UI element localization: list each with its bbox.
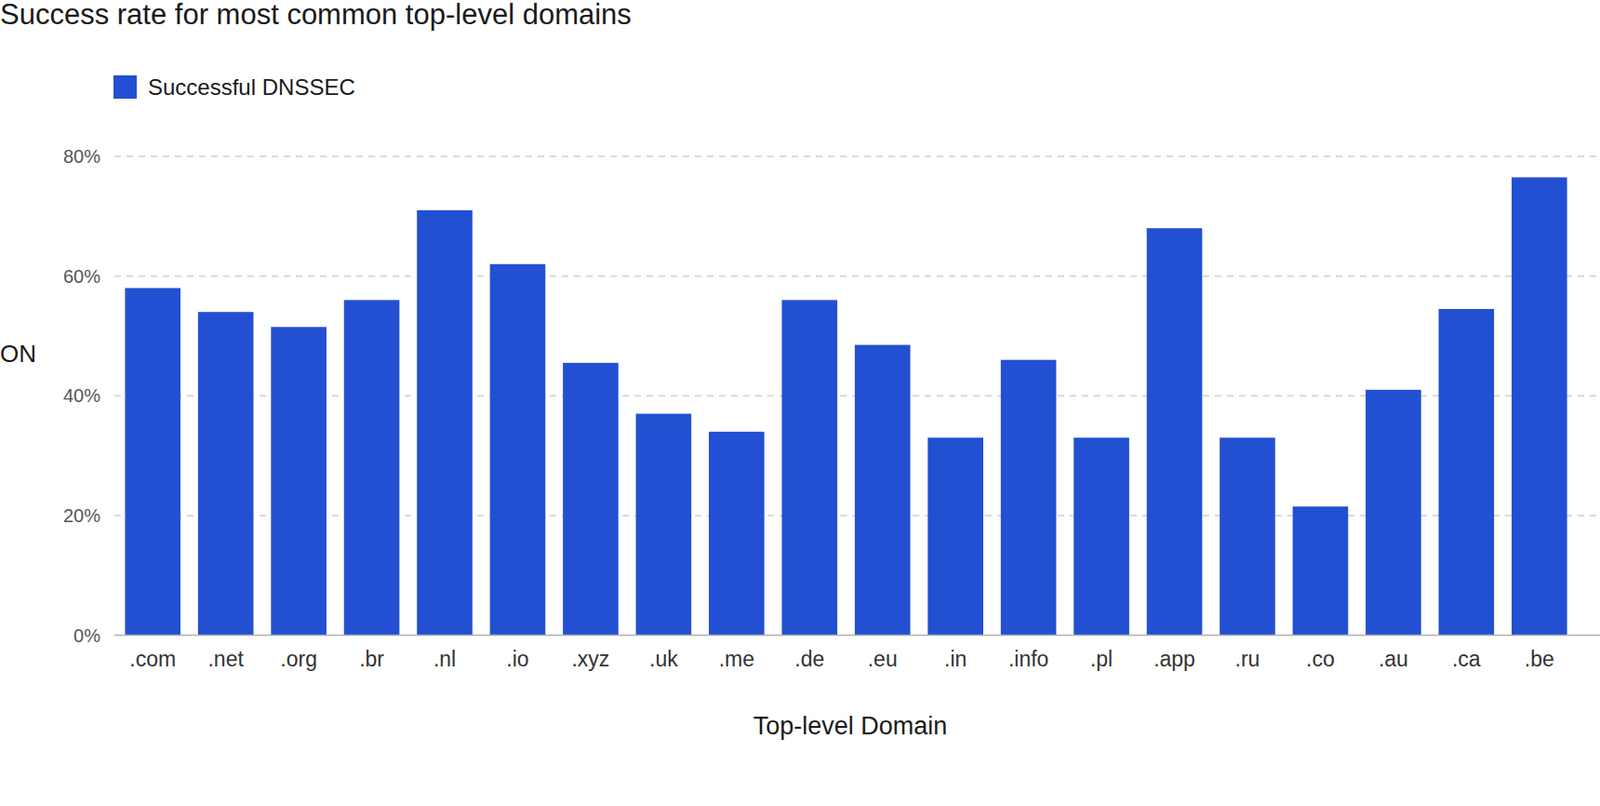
- x-tick-label: .app: [1153, 646, 1196, 671]
- x-axis-label: Top-level Domain: [753, 711, 948, 740]
- bar: [927, 437, 984, 635]
- bar: [344, 299, 400, 635]
- x-tick-label: .de: [794, 646, 825, 671]
- x-tick-label: .ru: [1235, 646, 1261, 671]
- x-tick-label: .be: [1524, 646, 1555, 671]
- x-tick-label: .net: [207, 646, 244, 671]
- bar: [1439, 308, 1495, 636]
- bar: [1146, 227, 1203, 635]
- x-tick-label: .org: [280, 646, 318, 671]
- y-tick-label: 80%: [63, 146, 101, 167]
- x-tick-label: .pl: [1090, 646, 1113, 671]
- x-tick-label: .info: [1008, 646, 1049, 671]
- x-tick-label: .nl: [433, 646, 456, 671]
- grid-line: [114, 275, 1600, 278]
- bar: [490, 264, 547, 636]
- bar: [562, 362, 619, 636]
- bar: [1000, 360, 1057, 636]
- bar: [708, 431, 765, 636]
- y-tick-label: 20%: [63, 505, 101, 526]
- x-tick-label: .in: [944, 646, 967, 671]
- bar: [1293, 506, 1349, 635]
- x-tick-label: .com: [129, 646, 176, 671]
- grid-line: [114, 155, 1600, 158]
- legend-label: Successful DNSSEC: [147, 74, 356, 100]
- bar: [1073, 437, 1130, 635]
- x-axis-line: [114, 634, 1600, 637]
- bar: [1511, 177, 1568, 636]
- y-tick-label: 0%: [73, 625, 101, 646]
- x-tick-label: .co: [1306, 646, 1335, 671]
- bar: [1219, 437, 1276, 635]
- y-tick-label: 60%: [63, 266, 101, 287]
- x-tick-label: .au: [1378, 646, 1409, 671]
- bar: [416, 210, 473, 636]
- bar: [198, 311, 254, 635]
- bar: [854, 345, 911, 636]
- x-tick-label: .ca: [1452, 646, 1481, 671]
- x-tick-label: .xyz: [571, 646, 610, 671]
- x-tick-label: .uk: [649, 646, 679, 671]
- bars: [124, 177, 1567, 636]
- bar: [636, 413, 693, 636]
- legend-swatch: [113, 75, 137, 99]
- bar: [1365, 389, 1422, 636]
- x-tick-label: .me: [719, 646, 755, 671]
- y-axis-label: ON: [0, 339, 37, 368]
- bar: [270, 326, 327, 635]
- bar: [124, 287, 181, 635]
- chart: Success rate for most common top-level d…: [0, 0, 1600, 806]
- bar: [781, 299, 838, 635]
- y-tick-label: 40%: [63, 385, 101, 406]
- x-tick-label: .eu: [867, 646, 898, 671]
- x-tick-label: .io: [506, 646, 529, 671]
- x-tick-label: .br: [359, 646, 385, 671]
- title: Success rate for most common top-level d…: [0, 0, 632, 31]
